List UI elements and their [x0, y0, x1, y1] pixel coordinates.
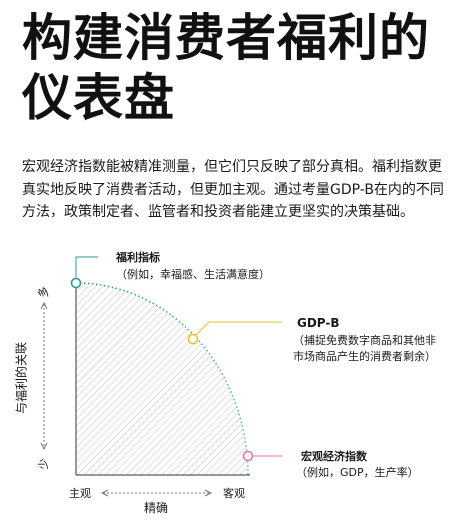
y-axis-top-label: 多 — [36, 287, 50, 298]
title-line-2: 仪表盘 — [22, 69, 175, 127]
hatched-area — [76, 283, 248, 475]
y-arrow-down-head — [40, 442, 48, 451]
macro-point — [242, 450, 254, 462]
x-arrow-right-head — [204, 489, 213, 497]
gdpb-leader-line — [195, 321, 282, 336]
welfare-leader-line — [75, 256, 98, 279]
x-axis-right-label: 客观 — [223, 486, 245, 500]
macro-label: 宏观经济指数 — [301, 449, 368, 463]
y-axis-bottom-label: 少 — [37, 459, 50, 470]
intro-paragraph: 宏观经济指数能被精准测量，但它们只反映了部分真相。福利指数更真实地反映了消费者活… — [22, 159, 444, 220]
welfare-label: 福利指标 — [115, 250, 160, 264]
welfare-point — [70, 277, 82, 289]
page-title: 构建消费者福利的 仪表盘 — [22, 8, 452, 128]
gdpb-desc-line2: 市场商品产生的消费者剩余） — [293, 349, 436, 363]
gdpb-desc-line1: （捕捉免费数字商品和其他非 — [293, 333, 436, 347]
gdpb-label: GDP-B — [297, 316, 340, 330]
macro-desc: （例如，GDP，生产率） — [296, 465, 419, 479]
y-arrow-up-head — [40, 301, 48, 310]
x-arrow-left-head — [100, 489, 109, 497]
welfare-desc: （例如，幸福感、生活满意度） — [116, 267, 270, 281]
title-line-1: 构建消费者福利的 — [22, 9, 430, 67]
x-axis-left-label: 主观 — [69, 487, 91, 500]
x-axis-title: 精确 — [144, 501, 168, 515]
y-axis-title: 与福利的关联 — [14, 342, 29, 414]
gdpb-point — [187, 333, 199, 345]
